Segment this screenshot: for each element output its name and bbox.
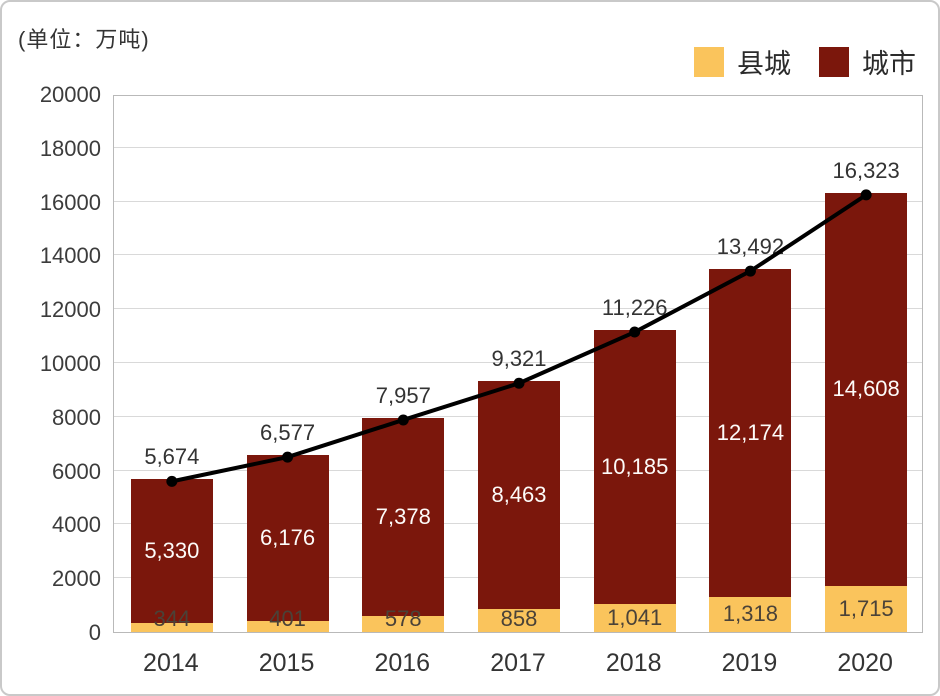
plot-area: 5,330 344 5,674 6,176 401 6,577 7,378 578 7,957 8…	[113, 95, 923, 633]
total-value-label: 16,323	[832, 157, 900, 183]
legend-item-县城: 县城	[694, 42, 791, 81]
bar-2019-city-segment: 12,174	[709, 269, 792, 597]
bar-2019: 12,174 1,318	[709, 269, 792, 632]
bar-2018-county-segment	[593, 604, 676, 632]
y-tick-label: 0	[88, 620, 101, 645]
total-value-label: 6,577	[260, 420, 316, 446]
county-value-label: 1,041	[607, 605, 663, 630]
bar-2015: 6,176 401	[246, 455, 329, 632]
gridline	[114, 146, 922, 148]
total-value-label: 13,492	[716, 234, 785, 260]
total-value-label: 11,226	[601, 295, 668, 321]
city-value-label: 7,378	[375, 504, 431, 530]
bar-2018-city-segment: 10,185	[593, 330, 676, 604]
gridline	[114, 308, 922, 310]
bar-2014-county-segment	[130, 622, 213, 632]
legend-item-label: 城市	[862, 49, 916, 79]
bar-2020: 14,608 1,715	[825, 192, 908, 632]
bar-2019-county-segment	[709, 596, 792, 632]
y-tick-label: 2000	[52, 566, 101, 592]
x-axis: 2014 2015 2016 2017 2018 2019 2020	[113, 648, 923, 680]
x-tick-label-2016: 2016	[374, 649, 431, 677]
bar-2014: 5,330 344	[130, 479, 213, 632]
unit-label: (单位：万吨)	[18, 27, 150, 52]
bar-2015-county-segment	[246, 621, 329, 632]
bar-2020-county-segment	[825, 585, 908, 632]
y-tick-label: 18000	[39, 135, 101, 161]
total-value-label: 9,321	[491, 346, 547, 372]
bar-2015-city-segment: 6,176	[246, 455, 329, 622]
county-value-label: 344	[153, 606, 191, 631]
y-tick-label: 4000	[52, 512, 101, 538]
city-value-label: 6,176	[260, 525, 316, 551]
county-value-label: 858	[500, 606, 538, 631]
y-tick-label: 14000	[39, 243, 101, 269]
county-value-label: 578	[384, 606, 422, 631]
gridline	[114, 200, 922, 202]
y-tick-label: 20000	[39, 82, 101, 107]
x-tick-label-2018: 2018	[605, 649, 662, 677]
y-tick-label: 8000	[52, 404, 101, 430]
legend-item-label: 县城	[737, 49, 791, 79]
county-value-label: 401	[269, 606, 306, 631]
x-tick-label-2020: 2020	[837, 649, 893, 677]
legend-item-城市: 城市	[819, 42, 916, 81]
city-value-label: 10,185	[601, 454, 669, 480]
legend: 县城 城市	[694, 42, 916, 81]
x-tick-label-2017: 2017	[490, 649, 546, 677]
y-tick-label: 6000	[52, 458, 101, 484]
city-value-label: 12,174	[716, 419, 785, 445]
legend-swatch-icon	[819, 46, 849, 77]
y-axis: 0 2000 4000 6000 8000 10000 12000 14000 16000 180…	[2, 82, 101, 645]
bar-2014-city-segment: 5,330	[130, 479, 213, 623]
county-value-label: 1,715	[838, 595, 894, 621]
y-tick-label: 10000	[39, 351, 101, 376]
city-value-label: 14,608	[832, 376, 900, 402]
bar-2018: 10,185 1,041	[593, 330, 676, 632]
county-value-label: 1,318	[722, 601, 778, 627]
bar-2016: 7,378 578	[362, 417, 445, 632]
x-tick-label-2015: 2015	[258, 649, 315, 677]
bar-2016-city-segment: 7,378	[362, 417, 445, 617]
city-value-label: 8,463	[491, 482, 547, 508]
legend-swatch-icon	[694, 46, 724, 77]
x-tick-label-2014: 2014	[143, 649, 199, 677]
y-tick-label: 12000	[39, 297, 101, 323]
total-value-label: 7,957	[375, 382, 431, 408]
total-value-label: 5,674	[144, 444, 200, 470]
y-tick-label: 16000	[39, 189, 101, 215]
bar-2017: 8,463 858	[478, 381, 560, 632]
bar-2017-county-segment	[478, 608, 560, 632]
bar-2017-city-segment: 8,463	[478, 381, 560, 609]
x-tick-label-2019: 2019	[721, 649, 778, 677]
city-value-label: 5,330	[144, 538, 200, 564]
bar-2020-city-segment: 14,608	[825, 192, 908, 586]
bar-2016-county-segment	[362, 616, 445, 632]
